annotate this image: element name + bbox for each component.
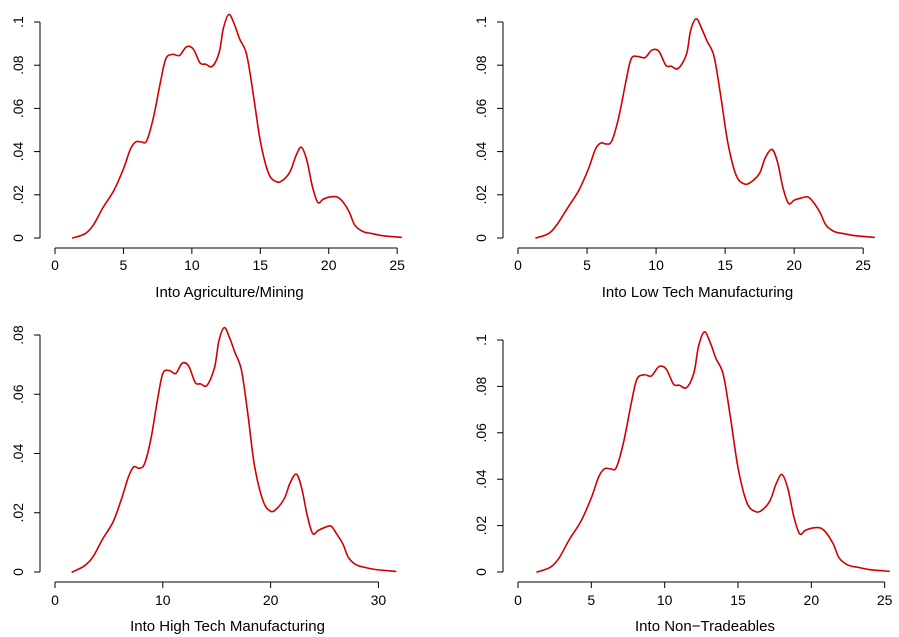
- y-tick-label: .06: [10, 384, 26, 404]
- y-tick-label: 0: [473, 568, 489, 576]
- x-tick-label: 0: [51, 592, 59, 608]
- x-tick-label: 5: [120, 257, 128, 273]
- panel-3: 0 10 20 30 0 .02 .04 .06 .08 Into High Tech Manuf…: [10, 325, 397, 635]
- x-tick-label: 20: [263, 592, 279, 608]
- panel-1: 0 5 10 15 20 25 0 .02 .04 .06 .08 .1 Into Agricultur…: [10, 13, 405, 301]
- x-axis-label: Into Agriculture/Mining: [155, 284, 303, 301]
- y-tick-label: .08: [10, 55, 26, 75]
- y-tick-label: 0: [10, 234, 26, 242]
- y-tick-label: .06: [10, 98, 26, 118]
- x-tick-label: 10: [184, 257, 200, 273]
- x-tick-label: 10: [657, 592, 673, 608]
- y-tick-label: 0: [473, 234, 489, 242]
- y-tick-label: .02: [473, 185, 489, 205]
- x-tick-label: 10: [155, 592, 171, 608]
- x-axis-label: Into High Tech Manufacturing: [130, 618, 325, 635]
- y-tick-label: .06: [473, 423, 489, 443]
- y-tick-label: .04: [473, 469, 489, 489]
- x-tick-label: 0: [514, 257, 522, 273]
- y-tick-label: .08: [473, 55, 489, 75]
- x-tick-label: 30: [371, 592, 387, 608]
- x-tick-label: 20: [321, 257, 337, 273]
- x-tick-label: 25: [877, 592, 893, 608]
- y-tick-label: .04: [10, 444, 26, 464]
- density-curve: [536, 331, 890, 573]
- x-tick-label: 5: [587, 592, 595, 608]
- y-tick-label: .08: [473, 376, 489, 396]
- panel-2: 0 5 10 15 20 25 0 .02 .04 .06 .08 .1 Into Low Tech M…: [473, 16, 876, 301]
- y-tick-label: .02: [10, 503, 26, 523]
- x-axis-label: Into Non−Tradeables: [635, 618, 775, 635]
- x-tick-label: 20: [804, 592, 820, 608]
- x-tick-label: 15: [717, 257, 733, 273]
- density-curve: [71, 326, 397, 573]
- x-tick-label: 0: [514, 592, 522, 608]
- x-tick-label: 15: [730, 592, 746, 608]
- y-tick-label: .1: [10, 16, 26, 28]
- y-tick-label: .02: [473, 516, 489, 536]
- y-tick-label: .04: [10, 142, 26, 162]
- x-tick-label: 20: [786, 257, 802, 273]
- x-tick-label: 10: [648, 257, 664, 273]
- y-tick-label: .06: [473, 98, 489, 118]
- y-tick-label: .08: [10, 325, 26, 345]
- y-tick-label: .1: [473, 16, 489, 28]
- x-tick-label: 15: [253, 257, 269, 273]
- y-tick-label: .04: [473, 142, 489, 162]
- y-tick-label: 0: [10, 568, 26, 576]
- panel-4: 0 5 10 15 20 25 0 .02 .04 .06 .08 .1 Into Non−Tradea…: [473, 331, 893, 635]
- x-tick-label: 5: [583, 257, 591, 273]
- x-tick-label: 0: [51, 257, 59, 273]
- x-tick-label: 25: [855, 257, 871, 273]
- density-curve: [71, 13, 403, 239]
- y-tick-label: .02: [10, 185, 26, 205]
- x-axis-label: Into Low Tech Manufacturing: [602, 284, 794, 301]
- x-tick-label: 25: [389, 257, 405, 273]
- y-tick-label: .1: [473, 334, 489, 346]
- density-curve: [535, 17, 876, 239]
